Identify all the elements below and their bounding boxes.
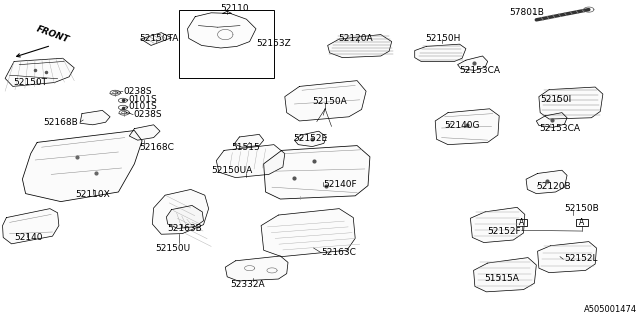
Polygon shape: [166, 205, 204, 228]
Text: 52150I: 52150I: [540, 95, 572, 104]
Text: 52150UA: 52150UA: [211, 166, 252, 175]
Text: 52150A: 52150A: [312, 97, 347, 106]
Polygon shape: [234, 134, 264, 147]
Polygon shape: [526, 170, 567, 194]
Text: 51515: 51515: [232, 143, 260, 152]
Polygon shape: [539, 87, 603, 119]
Text: 52120B: 52120B: [536, 182, 571, 191]
Polygon shape: [536, 113, 567, 127]
Text: 52153CA: 52153CA: [539, 124, 580, 133]
Text: 51515A: 51515A: [484, 274, 518, 283]
Polygon shape: [80, 110, 110, 125]
Text: FRONT: FRONT: [35, 24, 70, 44]
Polygon shape: [152, 189, 209, 234]
Text: 52152E: 52152E: [293, 134, 327, 143]
Text: 0238S: 0238S: [133, 110, 162, 119]
Text: A: A: [519, 218, 524, 227]
Polygon shape: [216, 145, 285, 178]
Text: 52168C: 52168C: [140, 143, 174, 152]
Polygon shape: [435, 109, 499, 145]
Text: A505001474: A505001474: [584, 305, 637, 314]
Polygon shape: [225, 256, 288, 281]
Text: 57801B: 57801B: [509, 8, 544, 17]
Polygon shape: [470, 207, 525, 243]
Text: 52332A: 52332A: [230, 280, 265, 289]
Text: 52153CA: 52153CA: [460, 66, 500, 75]
Polygon shape: [5, 58, 74, 86]
Polygon shape: [474, 258, 536, 292]
Text: 52168B: 52168B: [44, 118, 78, 127]
Text: 52150U: 52150U: [155, 244, 190, 253]
Text: 52152L: 52152L: [564, 254, 598, 263]
Bar: [576, 219, 588, 226]
Polygon shape: [264, 146, 370, 199]
Text: 52150TA: 52150TA: [140, 34, 179, 43]
Text: 0238S: 0238S: [123, 87, 152, 96]
Text: A: A: [579, 218, 584, 227]
Polygon shape: [261, 209, 355, 257]
Polygon shape: [3, 209, 59, 244]
Text: 52110X: 52110X: [76, 190, 110, 199]
Polygon shape: [129, 125, 160, 140]
Polygon shape: [294, 131, 326, 147]
Text: 0101S: 0101S: [128, 95, 157, 104]
Bar: [516, 219, 527, 226]
Text: 52140F: 52140F: [323, 180, 357, 189]
Polygon shape: [538, 242, 596, 273]
Text: 52150T: 52150T: [13, 78, 47, 87]
Text: 0101S: 0101S: [128, 102, 157, 111]
Text: 52152F: 52152F: [488, 227, 522, 236]
Text: 52140G: 52140G: [444, 121, 479, 130]
Text: 52110: 52110: [220, 4, 249, 13]
Polygon shape: [415, 44, 466, 61]
Text: 52163B: 52163B: [168, 224, 202, 233]
Text: 52120A: 52120A: [338, 34, 372, 43]
Polygon shape: [458, 56, 488, 70]
Text: 52140: 52140: [14, 233, 43, 242]
Polygon shape: [141, 33, 172, 45]
Polygon shape: [188, 13, 256, 48]
Polygon shape: [285, 81, 366, 121]
Text: 52150B: 52150B: [564, 204, 599, 213]
Bar: [179, 10, 274, 78]
Polygon shape: [328, 35, 392, 58]
Polygon shape: [22, 131, 142, 202]
Text: 52153Z: 52153Z: [256, 39, 291, 48]
Text: 52150H: 52150H: [425, 34, 460, 43]
Text: 52163C: 52163C: [321, 248, 356, 257]
